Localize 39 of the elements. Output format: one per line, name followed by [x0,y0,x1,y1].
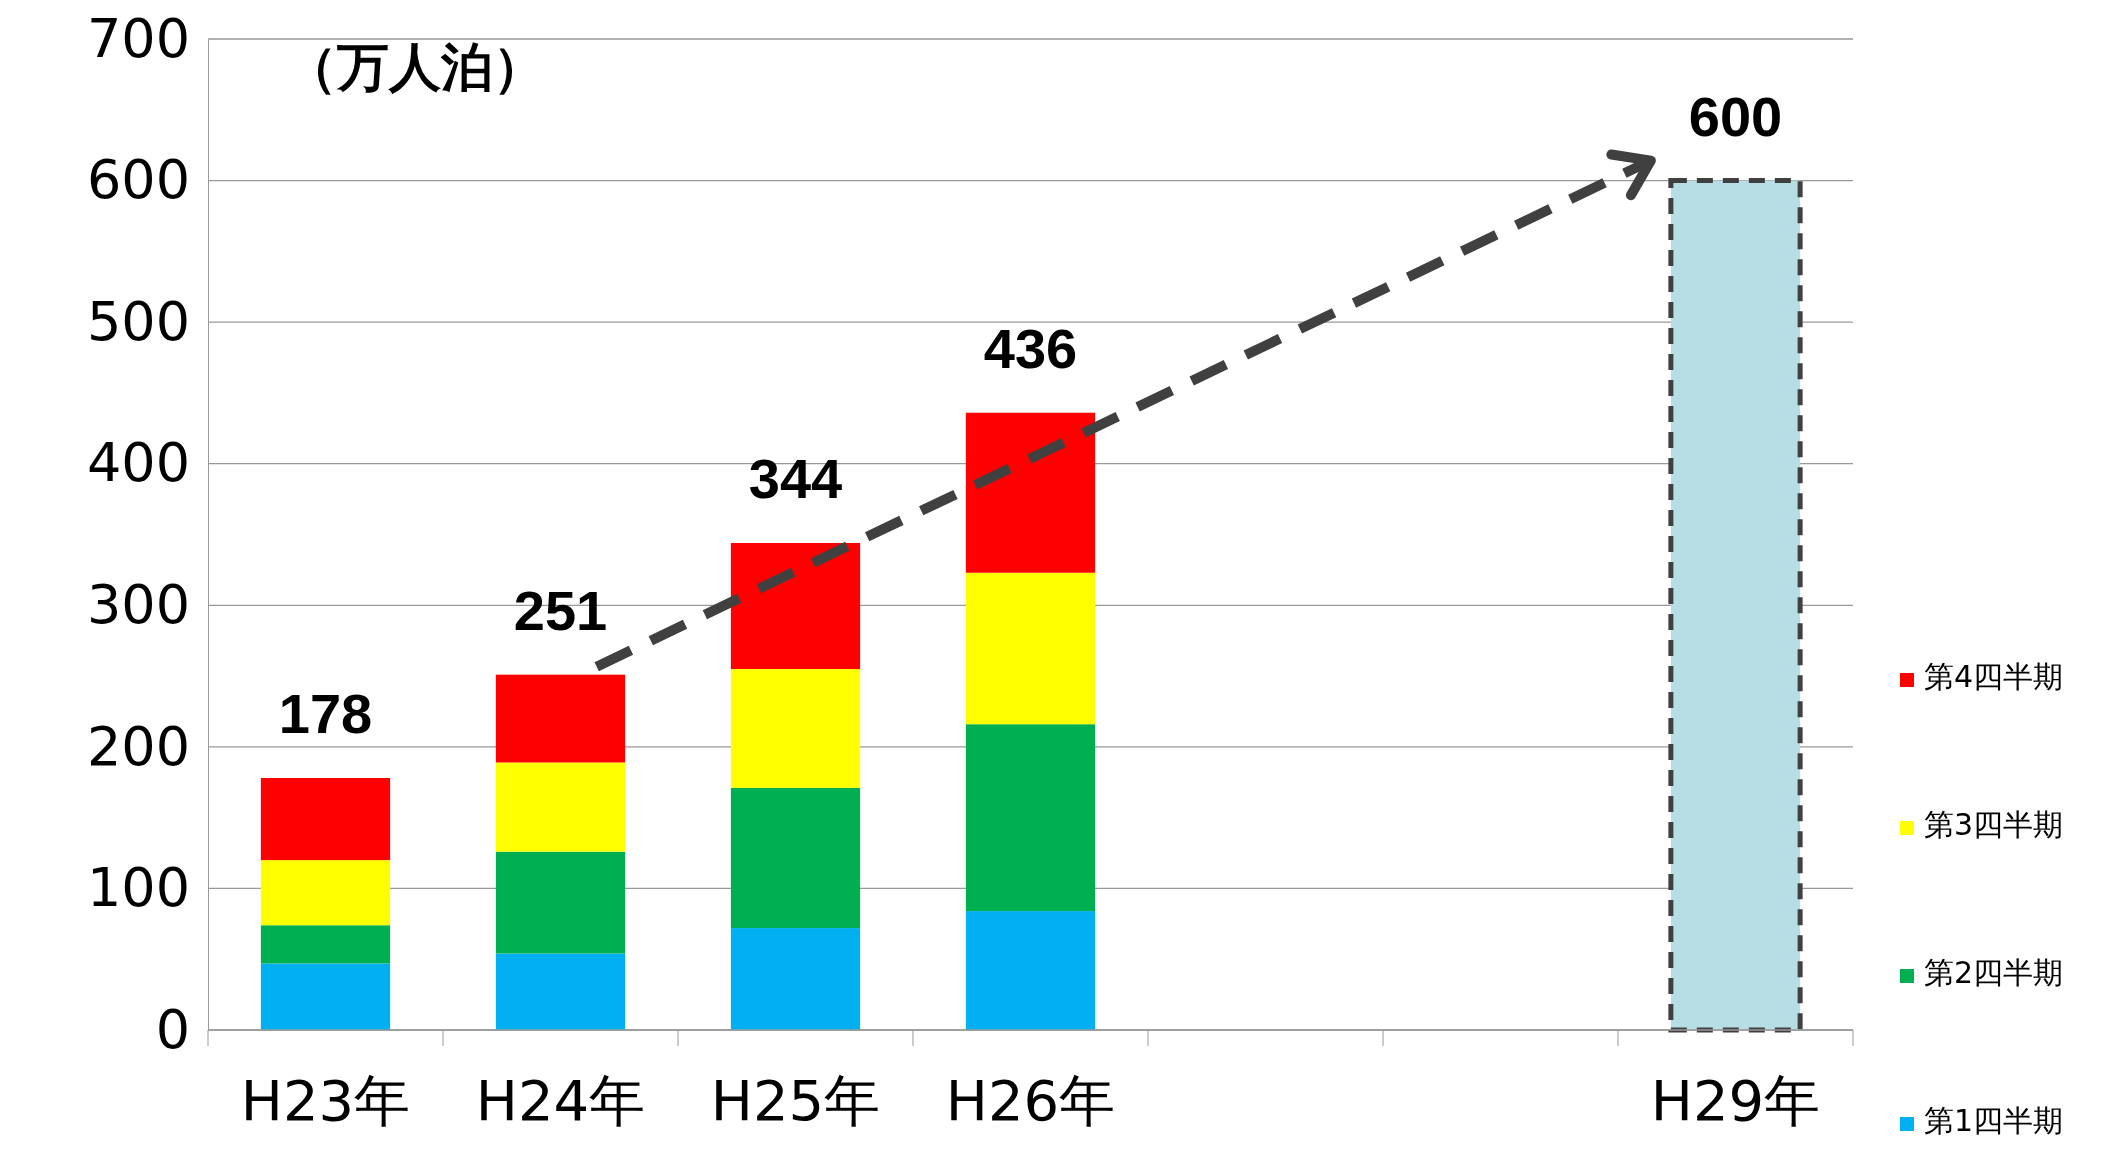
x-tick-label: H24年 [475,1068,646,1133]
y-tick-label: 100 [86,856,190,920]
bar [730,787,861,929]
bar [495,851,626,954]
legend-label: 第3四半期 [1924,807,2064,842]
bar [260,778,391,861]
y-tick-label: 600 [86,148,190,212]
x-tick-label: H23年 [240,1068,411,1133]
y-axis-title: （万人泊） [285,37,545,97]
bar [965,572,1096,725]
legend-label: 第2四半期 [1924,955,2064,990]
bar [260,963,391,1030]
y-tick-label: 400 [86,431,190,495]
total-label: 251 [513,578,608,642]
x-tick-label: H26年 [945,1068,1116,1133]
y-tick-label: 700 [86,6,190,70]
bar [260,860,391,926]
bar [730,668,861,788]
total-label: 344 [748,446,843,510]
bar [495,674,626,763]
bar [495,953,626,1030]
y-tick-label: 500 [86,289,190,353]
y-tick-label: 200 [86,714,190,778]
bar [495,762,626,852]
total-label: 600 [1688,84,1783,148]
y-tick-label: 300 [86,573,190,637]
x-tick-label: H25年 [710,1068,881,1133]
y-tick-label: 0 [155,997,190,1061]
bar [965,911,1096,1030]
bar [965,412,1096,573]
legend-label: 第4四半期 [1924,659,2064,694]
total-label: 178 [278,682,373,745]
legend-label: 第1四半期 [1924,1103,2064,1138]
x-tick-label: H29年 [1650,1068,1821,1133]
total-label: 436 [983,316,1078,380]
bar [730,542,861,669]
bar [260,925,391,964]
bar [730,928,861,1030]
bar [965,724,1096,912]
